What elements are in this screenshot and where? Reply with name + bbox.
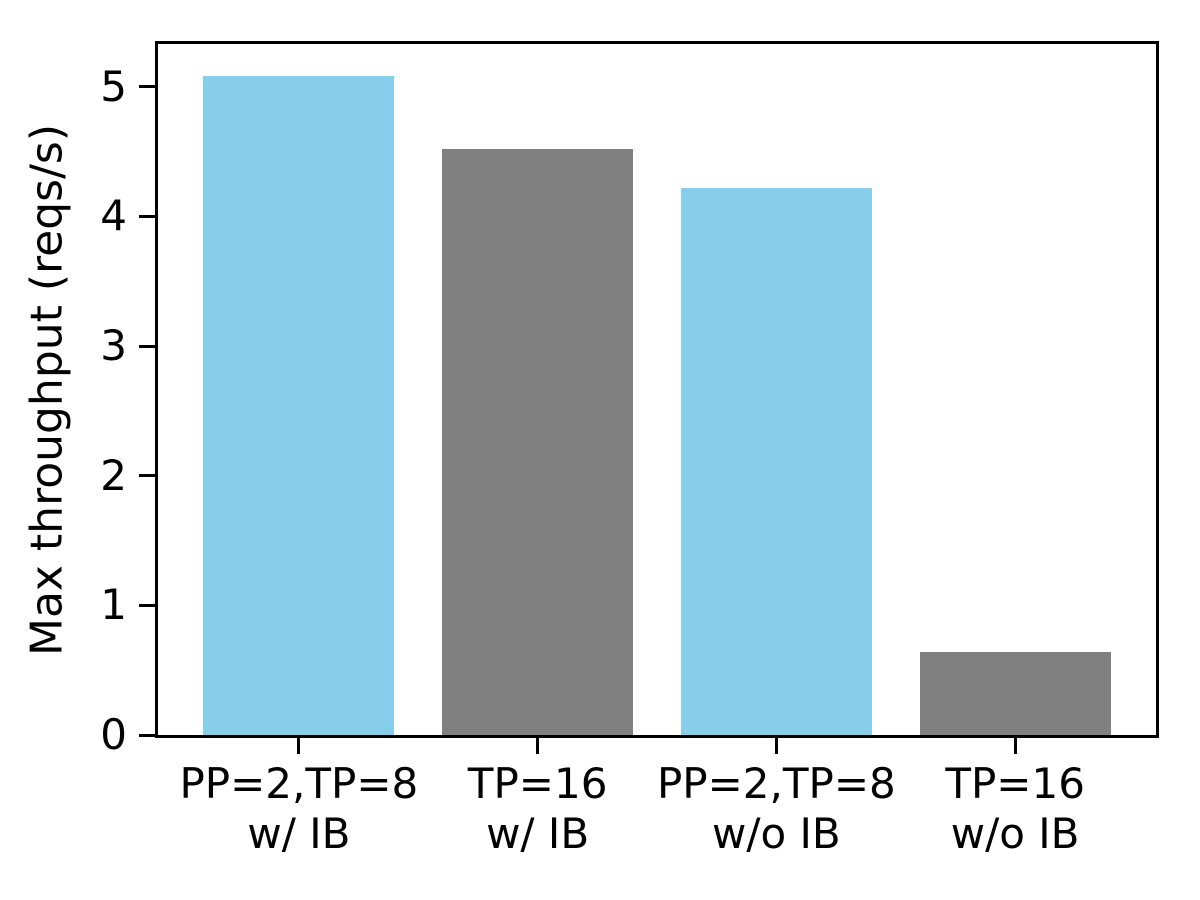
bar-pp-2-tp-8-w-ib (203, 76, 395, 735)
bar-pp-2-tp-8-w-o-ib (680, 187, 872, 735)
x-tick-label-line: PP=2,TP=8 (179, 759, 419, 808)
x-tick-label-tp-16-w-ib: TP=16 w/ IB (378, 759, 698, 859)
y-tick-mark-1 (139, 603, 158, 607)
x-tick-mark-pp-2-tp-8-w-ib (297, 738, 301, 754)
bar-tp-16-w-ib (442, 149, 634, 735)
y-tick-label-0: 0 (100, 710, 127, 759)
y-tick-label-1: 1 (100, 580, 127, 630)
plot-area: 0 1 2 3 4 5 PP=2,TP=8 w/ IB TP=16 w/ IB PP=2,TP=8 w… (100, 41, 1159, 858)
x-tick-mark-tp-16-w-o-ib (1013, 738, 1017, 754)
y-tick-mark-5 (139, 85, 158, 89)
x-tick-label-pp-2-tp-8-w-o-ib: PP=2,TP=8 w/o IB (616, 759, 936, 859)
y-tick-mark-3 (139, 344, 158, 348)
y-tick-label-4: 4 (100, 191, 127, 241)
y-tick-mark-4 (139, 214, 158, 218)
y-tick-label-3: 3 (100, 321, 127, 371)
bar-tp-16-w-o-ib (919, 652, 1111, 735)
y-tick-mark-2 (139, 474, 158, 478)
x-tick-mark-pp-2-tp-8-w-o-ib (774, 738, 778, 754)
x-tick-label-tp-16-w-o-ib: TP=16 w/o IB (855, 759, 1175, 859)
x-tick-label-line: PP=2,TP=8 (656, 759, 896, 808)
y-tick-label-5: 5 (100, 61, 127, 111)
x-tick-label-line: TP=16 (467, 759, 608, 808)
x-tick-label-line: w/ IB (486, 809, 590, 858)
x-tick-label-pp-2-tp-8-w-ib: PP=2,TP=8 w/ IB (139, 759, 459, 859)
x-tick-label-line: w/ IB (247, 809, 351, 858)
x-tick-label-line: w/o IB (950, 809, 1080, 858)
y-tick-mark-0 (139, 733, 158, 737)
x-tick-mark-tp-16-w-ib (536, 738, 540, 754)
y-tick-label-2: 2 (100, 450, 127, 500)
x-tick-label-line: TP=16 (945, 759, 1085, 808)
x-tick-label-line: w/o IB (712, 809, 841, 858)
